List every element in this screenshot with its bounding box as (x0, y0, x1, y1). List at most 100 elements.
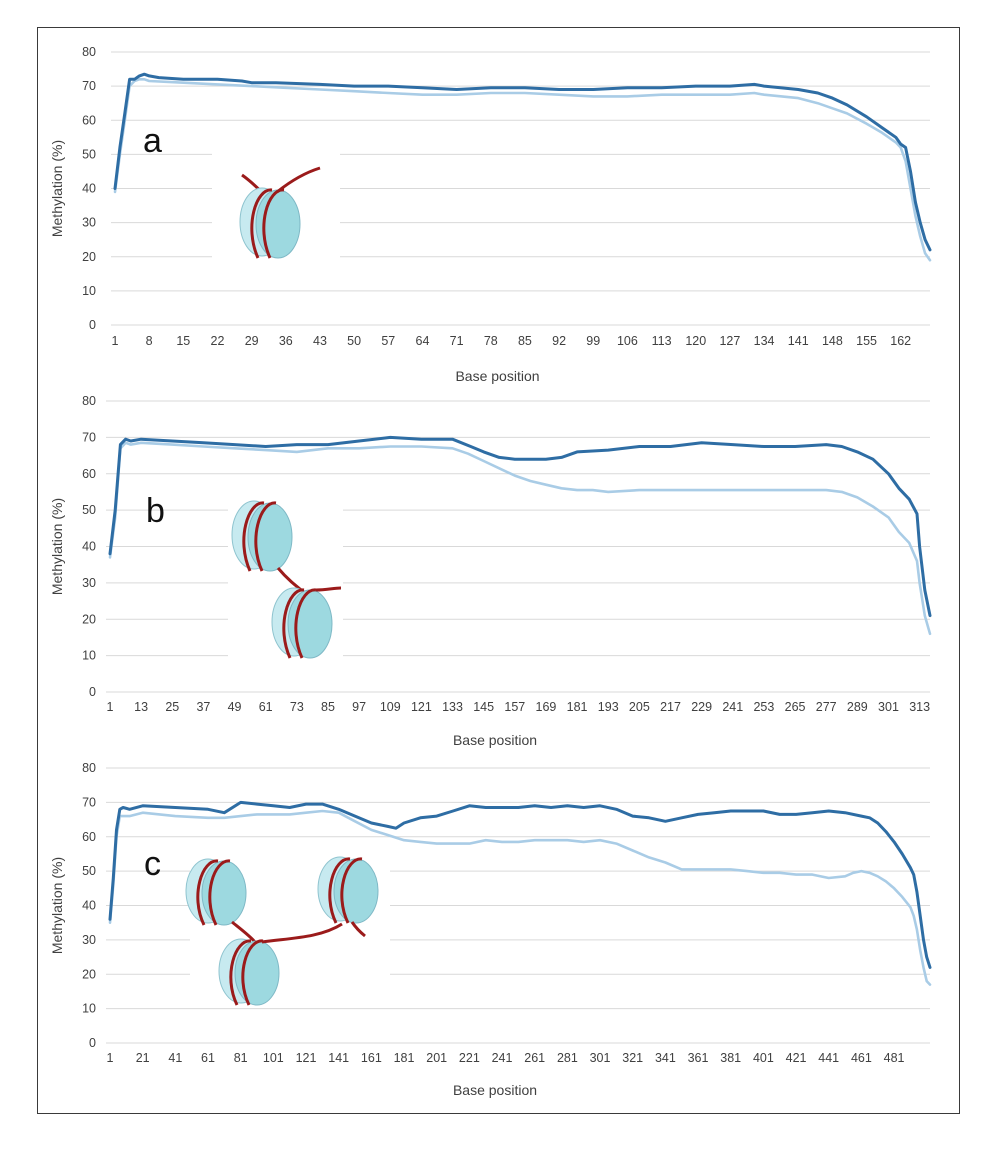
x-tick-label: 155 (856, 334, 877, 348)
y-tick-label: 30 (82, 933, 96, 947)
nucleosome-icon (239, 187, 301, 259)
x-tick-label: 157 (504, 700, 525, 714)
x-tick-label: 78 (484, 334, 498, 348)
x-tick-label: 441 (818, 1051, 839, 1065)
x-tick-label: 25 (165, 700, 179, 714)
x-tick-label: 49 (228, 700, 242, 714)
series-line-light (113, 78, 932, 262)
linker-dna (261, 922, 343, 944)
x-tick-label: 321 (622, 1051, 643, 1065)
nucleosome-illustration (185, 856, 390, 1006)
x-tick-label: 148 (822, 334, 843, 348)
series-line-dark (108, 800, 932, 969)
y-tick-label: 60 (82, 830, 96, 844)
x-tick-label: 265 (785, 700, 806, 714)
x-tick-label: 145 (473, 700, 494, 714)
y-tick-label: 50 (82, 503, 96, 517)
x-tick-label: 281 (557, 1051, 578, 1065)
x-tick-label: 41 (168, 1051, 182, 1065)
y-tick-label: 70 (82, 79, 96, 93)
x-tick-label: 141 (328, 1051, 349, 1065)
series-line-light (108, 809, 932, 986)
y-tick-label: 60 (82, 467, 96, 481)
y-axis-label: Methylation (%) (49, 857, 65, 954)
x-tick-label: 217 (660, 700, 681, 714)
y-tick-label: 10 (82, 284, 96, 298)
dna-strand (350, 921, 366, 938)
y-tick-label: 0 (89, 318, 96, 332)
x-tick-label: 301 (590, 1051, 611, 1065)
x-tick-label: 221 (459, 1051, 480, 1065)
x-tick-label: 289 (847, 700, 868, 714)
y-tick-label: 20 (82, 612, 96, 626)
x-tick-label: 301 (878, 700, 899, 714)
y-axis-label: Methylation (%) (49, 140, 65, 237)
x-tick-label: 64 (416, 334, 430, 348)
x-tick-label: 381 (720, 1051, 741, 1065)
series-line-dark (108, 435, 932, 618)
nucleosome-illustration (228, 490, 343, 662)
x-tick-label: 106 (617, 334, 638, 348)
x-tick-label: 461 (851, 1051, 872, 1065)
nucleosome-illustration (212, 150, 340, 268)
y-tick-label: 0 (89, 1036, 96, 1050)
x-tick-label: 81 (234, 1051, 248, 1065)
x-tick-label: 127 (719, 334, 740, 348)
x-tick-label: 73 (290, 700, 304, 714)
y-tick-label: 40 (82, 899, 96, 913)
x-tick-label: 22 (211, 334, 225, 348)
series-line-dark (113, 72, 932, 252)
x-tick-label: 121 (411, 700, 432, 714)
x-tick-label: 1 (107, 1051, 114, 1065)
y-tick-label: 10 (82, 1002, 96, 1016)
x-tick-label: 133 (442, 700, 463, 714)
x-tick-label: 92 (552, 334, 566, 348)
chart-panel-a: 0 10 20 30 40 50 60 70 80 1 8 15 22 29 36 43 50 57 64 71 78 8… (49, 45, 932, 384)
x-tick-label: 241 (722, 700, 743, 714)
x-tick-label: 113 (652, 334, 672, 348)
x-tick-label: 101 (263, 1051, 284, 1065)
x-tick-label: 97 (352, 700, 366, 714)
x-tick-label: 36 (279, 334, 293, 348)
linker-dna (231, 920, 257, 943)
x-tick-label: 241 (492, 1051, 513, 1065)
x-tick-label: 15 (176, 334, 190, 348)
x-tick-label: 361 (688, 1051, 709, 1065)
x-tick-label: 401 (753, 1051, 774, 1065)
y-tick-label: 70 (82, 795, 96, 809)
nucleosome-icon (231, 500, 293, 572)
x-tick-label: 21 (136, 1051, 150, 1065)
x-tick-label: 421 (786, 1051, 807, 1065)
dna-strand (315, 586, 342, 592)
panel-label: b (146, 492, 165, 530)
x-tick-label: 29 (245, 334, 259, 348)
x-tick-label: 201 (426, 1051, 447, 1065)
x-tick-label: 61 (201, 1051, 215, 1065)
x-tick-label: 57 (381, 334, 395, 348)
chart-panel-b: 0 10 20 30 40 50 60 70 80 1 13 25 37 49 61 73 85 97 109 121… (49, 394, 932, 748)
x-tick-label: 61 (259, 700, 273, 714)
x-tick-label: 313 (909, 700, 930, 714)
y-tick-label: 0 (89, 685, 96, 699)
x-tick-label: 1 (112, 334, 119, 348)
x-tick-label: 193 (598, 700, 619, 714)
y-tick-label: 10 (82, 649, 96, 663)
x-tick-label: 181 (567, 700, 588, 714)
y-tick-label: 50 (82, 864, 96, 878)
y-tick-label: 20 (82, 967, 96, 981)
y-tick-label: 40 (82, 540, 96, 554)
x-tick-label: 50 (347, 334, 361, 348)
x-tick-label: 85 (518, 334, 532, 348)
figure-frame (37, 27, 960, 1114)
panel-label: c (144, 845, 161, 883)
nucleosome-icon (317, 856, 379, 924)
y-axis-label: Methylation (%) (49, 498, 65, 595)
y-tick-label: 30 (82, 576, 96, 590)
x-tick-label: 181 (394, 1051, 415, 1065)
nucleosome-icon (271, 587, 333, 659)
y-tick-label: 20 (82, 250, 96, 264)
x-tick-label: 141 (788, 334, 809, 348)
y-tick-label: 50 (82, 147, 96, 161)
x-tick-label: 71 (450, 334, 464, 348)
y-tick-label: 40 (82, 182, 96, 196)
